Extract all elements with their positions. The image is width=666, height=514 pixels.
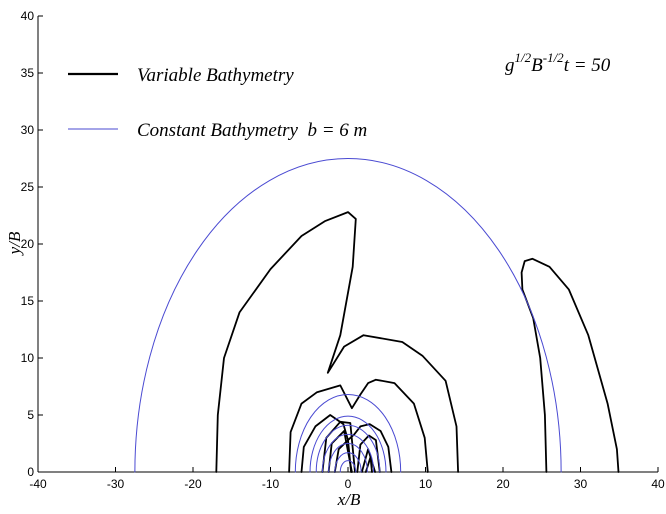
contour-constant-bathymetry-b-6-m-7 [339, 460, 357, 473]
x-tick-label: -40 [29, 477, 47, 491]
legend: Variable Bathymetry Constant Bathymetry … [68, 65, 367, 141]
contour-variable-bathymetry-3 [321, 420, 356, 473]
y-tick-label: 25 [21, 180, 35, 194]
y-tick-label: 30 [21, 123, 35, 137]
y-tick-label: 20 [21, 237, 35, 251]
series-variable-bathymetry [215, 211, 620, 473]
contour-constant-bathymetry-b-6-m-5 [328, 443, 368, 473]
contour-variable-bathymetry-0 [215, 211, 459, 473]
plot-curves [134, 158, 620, 473]
x-tick-label: -20 [184, 477, 202, 491]
annotation-exponent-2: -1/2 [543, 50, 564, 65]
y-tick-label: 0 [27, 465, 34, 479]
x-tick-label: 30 [574, 477, 588, 491]
y-tick-label: 10 [21, 351, 35, 365]
contour-variable-bathymetry-1 [288, 378, 429, 473]
contour-variable-bathymetry-9 [520, 257, 620, 473]
x-tick-label: -30 [107, 477, 125, 491]
legend-label-variable-bathymetry: Variable Bathymetry [137, 65, 294, 86]
contour-constant-bathymetry-b-6-m-2 [309, 415, 387, 473]
x-tick-label: 20 [496, 477, 510, 491]
series-constant-bathymetry-b-6-m [134, 158, 562, 473]
x-tick-label: 10 [419, 477, 433, 491]
contour-constant-bathymetry-b-6-m-0 [134, 158, 562, 473]
annotation-b: B [531, 55, 543, 76]
annotation-g: g [505, 55, 515, 76]
time-annotation: g1/2B-1/2t = 50 [505, 50, 611, 76]
contour-constant-bathymetry-b-6-m-6 [334, 452, 362, 473]
x-tick-label: 0 [345, 477, 352, 491]
y-tick-label: 35 [21, 66, 35, 80]
contour-variable-bathymetry-6 [356, 434, 381, 473]
x-axis-label: x/B [337, 490, 361, 509]
plot-axes: -40 -30 -20 -10 0 10 20 30 40 0 5 10 15 20 25 30 35 40 [21, 9, 665, 491]
x-tick-label: -10 [262, 477, 280, 491]
legend-label-constant-bathymetry: Constant Bathymetry b = 6 m [137, 120, 367, 141]
y-tick-label: 5 [27, 408, 34, 422]
x-tick-label: 40 [651, 477, 665, 491]
y-axis-label: y/B [5, 231, 24, 256]
annotation-t-equals: t = 50 [564, 55, 611, 76]
annotation-exponent-1: 1/2 [515, 50, 532, 65]
y-tick-label: 15 [21, 294, 35, 308]
contour-constant-bathymetry-b-6-m-4 [321, 433, 375, 473]
y-tick-label: 40 [21, 9, 35, 23]
contour-constant-bathymetry-b-6-m-1 [294, 393, 402, 473]
contour-constant-bathymetry-b-6-m-3 [315, 424, 381, 473]
